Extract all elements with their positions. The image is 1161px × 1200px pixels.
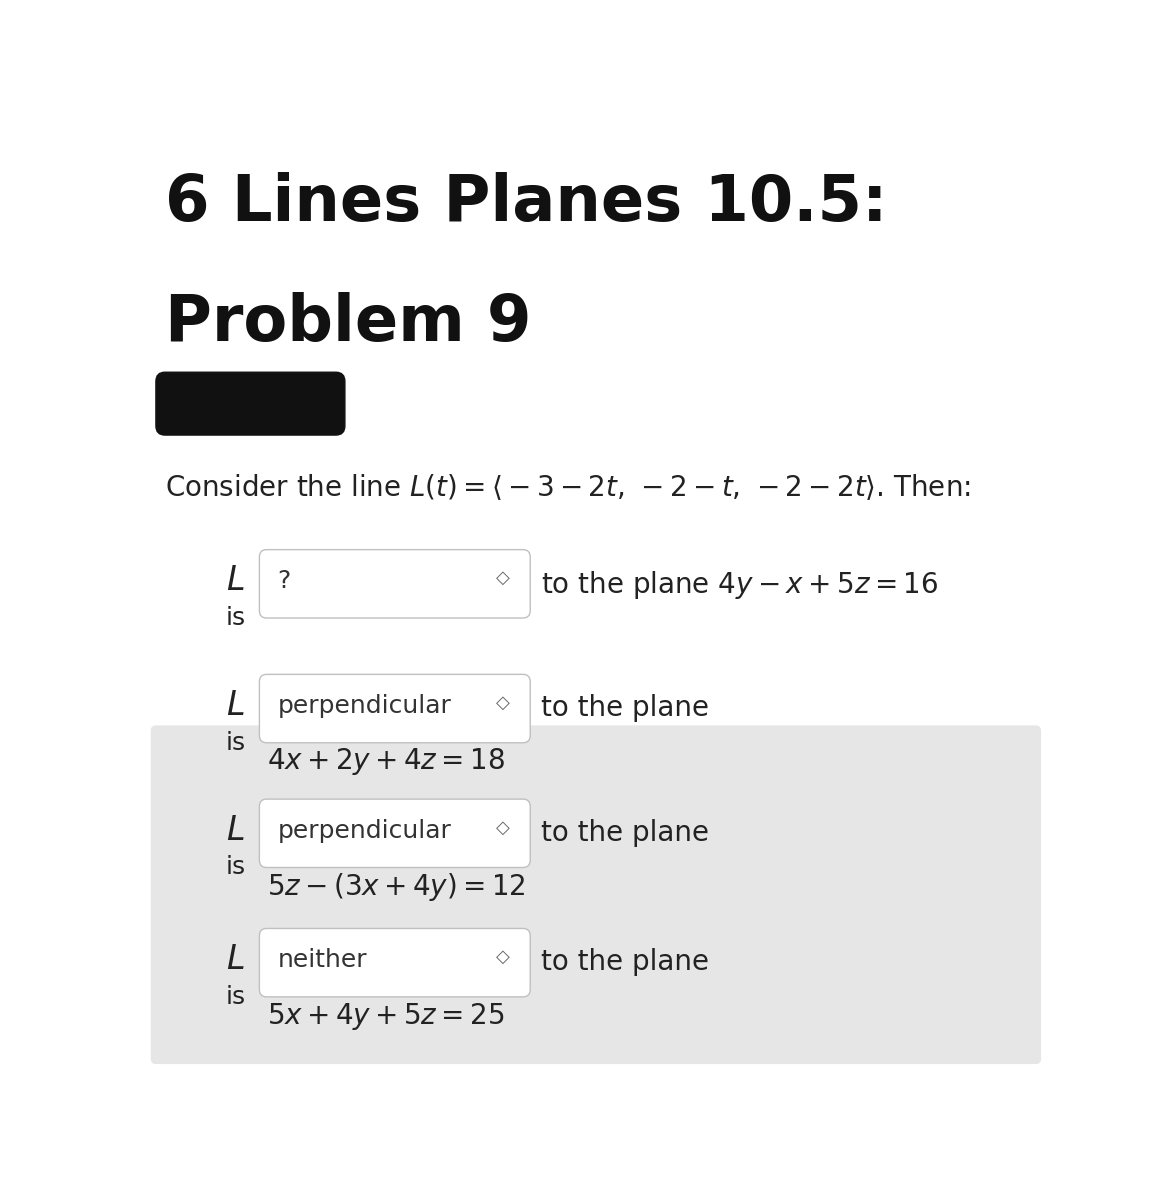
Text: $L$: $L$ bbox=[226, 689, 245, 722]
FancyBboxPatch shape bbox=[156, 372, 345, 436]
Text: is: is bbox=[226, 606, 246, 630]
Text: $L$: $L$ bbox=[226, 564, 245, 598]
Text: to the plane $4y - x + 5z = 16$: to the plane $4y - x + 5z = 16$ bbox=[541, 569, 938, 601]
Text: is: is bbox=[226, 856, 246, 880]
Text: Problem 9: Problem 9 bbox=[165, 292, 532, 354]
Text: to the plane: to the plane bbox=[541, 948, 709, 976]
FancyBboxPatch shape bbox=[259, 550, 531, 618]
Text: $5x + 4y + 5z = 25$: $5x + 4y + 5z = 25$ bbox=[267, 1001, 504, 1032]
Text: 6 Lines Planes 10.5:: 6 Lines Planes 10.5: bbox=[165, 172, 887, 234]
Text: $L$: $L$ bbox=[226, 814, 245, 847]
Text: ◇: ◇ bbox=[496, 694, 510, 712]
Text: $L$: $L$ bbox=[226, 943, 245, 977]
Text: neither: neither bbox=[277, 948, 367, 972]
FancyBboxPatch shape bbox=[259, 929, 531, 997]
Text: ◇: ◇ bbox=[496, 569, 510, 587]
Text: is: is bbox=[226, 731, 246, 755]
Text: ◇: ◇ bbox=[496, 948, 510, 966]
Text: $4x + 2y + 4z = 18$: $4x + 2y + 4z = 18$ bbox=[267, 746, 505, 778]
Text: ?: ? bbox=[277, 569, 290, 593]
FancyBboxPatch shape bbox=[259, 674, 531, 743]
Text: Consider the line $L(t) = \langle-3 - 2t,\,-2 - t,\,-2 - 2t\rangle$. Then:: Consider the line $L(t) = \langle-3 - 2t… bbox=[165, 472, 971, 502]
Text: to the plane: to the plane bbox=[541, 818, 709, 846]
FancyBboxPatch shape bbox=[151, 726, 1040, 1063]
Text: is: is bbox=[226, 985, 246, 1009]
Text: perpendicular: perpendicular bbox=[277, 694, 452, 718]
Text: to the plane: to the plane bbox=[541, 694, 709, 721]
Text: perpendicular: perpendicular bbox=[277, 818, 452, 842]
FancyBboxPatch shape bbox=[259, 799, 531, 868]
Text: ◇: ◇ bbox=[496, 818, 510, 836]
Text: $5z - (3x + 4y) = 12$: $5z - (3x + 4y) = 12$ bbox=[267, 871, 525, 904]
